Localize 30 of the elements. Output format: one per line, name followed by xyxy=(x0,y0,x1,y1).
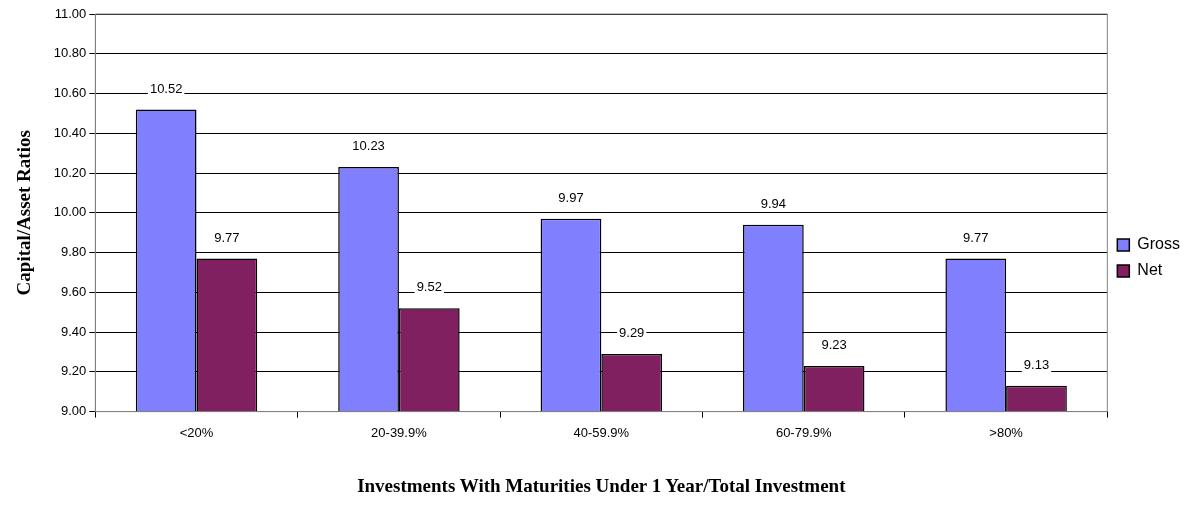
y-tick-label: 10.80 xyxy=(53,45,87,61)
x-tick-label: <20% xyxy=(179,424,214,440)
x-tick-label: >80% xyxy=(989,424,1024,440)
y-tick-label: 9.20 xyxy=(61,363,87,379)
x-tick-label: 40-59.9% xyxy=(573,424,630,440)
data-label: 9.23 xyxy=(821,336,847,352)
y-tick-label: 11.00 xyxy=(54,5,87,21)
x-tick-label: 60-79.9% xyxy=(775,424,832,440)
y-tick-label: 9.40 xyxy=(61,323,87,339)
x-axis-title: Investments With Maturities Under 1 Year/Total Investment xyxy=(357,474,847,496)
y-tick-label: 10.20 xyxy=(53,164,87,180)
data-label: 10.52 xyxy=(149,80,183,96)
data-label: 9.13 xyxy=(1023,356,1050,372)
data-label: 10.23 xyxy=(352,138,385,154)
x-tick-label: 20-39.9% xyxy=(371,424,428,440)
data-label: 9.77 xyxy=(963,229,989,245)
y-tick-label: 10.60 xyxy=(53,85,87,101)
data-label: 9.52 xyxy=(416,279,442,295)
data-label: 9.94 xyxy=(760,195,787,211)
y-tick-label: 9.60 xyxy=(61,283,87,299)
y-tick-label: 10.40 xyxy=(53,124,87,140)
y-tick-label: 10.00 xyxy=(53,204,87,220)
y-tick-label: 9.80 xyxy=(61,244,87,260)
data-label: 9.77 xyxy=(214,229,240,245)
y-axis-title: Capital/Asset Ratios xyxy=(13,130,35,296)
legend-label: Net xyxy=(1137,261,1163,279)
y-tick-label: 9.00 xyxy=(61,403,87,419)
data-label: 9.29 xyxy=(619,325,645,341)
data-label: 9.97 xyxy=(558,189,584,205)
legend-label: Gross xyxy=(1137,235,1180,253)
